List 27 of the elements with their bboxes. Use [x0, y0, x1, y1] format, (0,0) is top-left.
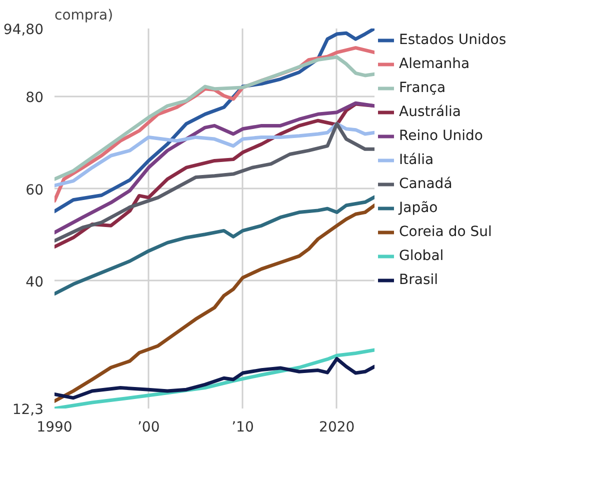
line-series [54, 122, 374, 188]
legend-label: Estados Unidos [399, 32, 506, 48]
x-tick-label: ’10 [232, 420, 254, 436]
y-tick-label: 12,3 [12, 402, 44, 418]
line-series [54, 357, 374, 400]
y-tick-label: 80 [26, 90, 44, 106]
x-tick-label: ’00 [137, 420, 160, 436]
y-tick-label: 94,80 [3, 22, 44, 38]
legend-label: Japão [399, 200, 438, 216]
line-series [54, 55, 374, 181]
legend-label: Alemanha [399, 56, 470, 72]
legend-label: Global [399, 248, 444, 264]
line-series [54, 122, 374, 243]
chart-title: compra) [54, 8, 114, 24]
legend-label: França [399, 80, 446, 96]
legend-label: Austrália [399, 104, 461, 120]
x-tick-label: 2020 [319, 420, 355, 436]
legend-label: Reino Unido [399, 128, 483, 144]
y-tick-label: 40 [26, 274, 44, 290]
legend-label: Itália [399, 152, 434, 168]
y-tick-label: 60 [26, 182, 44, 198]
legend-label: Coreia do Sul [399, 224, 492, 240]
legend-label: Canadá [399, 176, 452, 192]
legend-label: Brasil [399, 272, 438, 288]
line-series [54, 204, 374, 403]
x-tick-label: 1990 [36, 420, 72, 436]
line-series [54, 195, 374, 296]
